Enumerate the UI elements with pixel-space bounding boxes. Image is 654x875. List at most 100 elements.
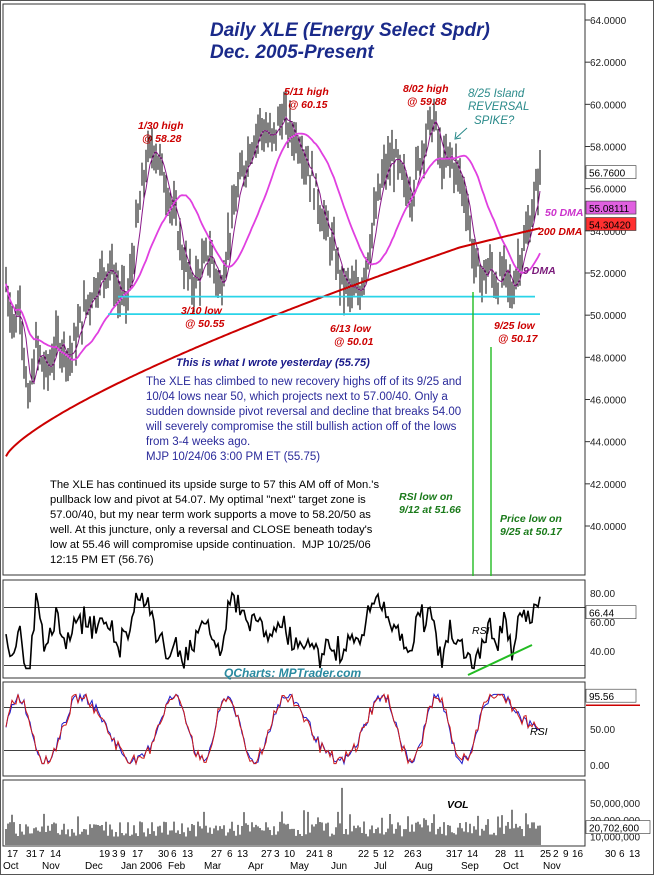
volume-tick-label: 50,000,000 (590, 799, 640, 810)
x-tick-label: 26 (404, 849, 416, 860)
chart-title: Daily XLE (Energy Select Spdr) (210, 20, 490, 41)
price-tick-label: 64.0000 (590, 16, 627, 27)
volume-label: VOL (447, 799, 469, 811)
rsi-trendline (467, 644, 533, 676)
x-tick-label: 3 (416, 849, 422, 860)
x-tick-label: 19 (99, 849, 111, 860)
x-month-label: Sep (461, 861, 479, 872)
x-month-label: Aug (415, 861, 433, 872)
annotation-label: 5/11 high (284, 86, 329, 98)
chart-subtitle: Dec. 2005-Present (210, 42, 374, 63)
annotation-label: 8/25 Island (468, 88, 525, 100)
annotation-sublabel: @ 50.01 (334, 336, 374, 348)
watermark: QCharts: MPTrader.com (224, 666, 362, 680)
price-tick-label: 60.0000 (590, 100, 627, 111)
x-tick-label: 13 (182, 849, 194, 860)
x-tick-label: 28 (495, 849, 507, 860)
rsi-low-note: RSI low on (399, 491, 453, 503)
annotation-label: 1/30 high (138, 120, 184, 132)
rsi1-flag (585, 605, 637, 619)
price-flag-label: 56.7600 (589, 169, 626, 180)
x-tick-label: 2 (553, 849, 559, 860)
price-low-note-2: 9/25 at 50.17 (500, 526, 562, 538)
x-month-label: Jul (374, 861, 387, 872)
x-month-label: Feb (168, 861, 186, 872)
x-tick-label: 9 (563, 849, 569, 860)
volume-panel: 50,000,00030,000,00010,000,000VOL20,702,… (5, 787, 651, 845)
x-tick-label: 6 (619, 849, 625, 860)
rsi2-line-red (5, 692, 541, 766)
x-tick-label: 30 (605, 849, 617, 860)
rsi1-tick-label: 60.00 (590, 618, 615, 629)
today-text: The XLE has continued its upside surge t… (50, 478, 386, 568)
x-tick-label: 27 (261, 849, 273, 860)
x-tick-label: 25 (540, 849, 552, 860)
price-low-note: Price low on (500, 513, 562, 525)
price-tick-label: 40.0000 (590, 522, 627, 533)
price-axis: 64.0000 62.0000 60.0000 58.0000 56.0000 54.00… (585, 16, 627, 533)
price-tick-label: 46.0000 (590, 396, 627, 407)
x-tick-label: 8 (327, 849, 333, 860)
island-arrow-head (454, 131, 462, 140)
price-flag-label: 54.30420 (589, 221, 631, 232)
price-tick-label: 56.0000 (590, 185, 627, 196)
x-tick-label: 17 (7, 849, 19, 860)
x-month-label: Oct (3, 861, 19, 872)
price-flag (585, 217, 637, 231)
yesterday-heading: This is what I wrote yesterday (55.75) (176, 357, 370, 369)
volume-flag (585, 820, 651, 834)
x-tick-label: 13 (237, 849, 249, 860)
x-tick-label: 10 (284, 849, 296, 860)
rsi2-tick-label: 0.00 (590, 761, 610, 772)
annotation-sublabel: @ 59.88 (407, 96, 447, 108)
ma-50-line (5, 132, 541, 361)
x-tick-label: 12 (383, 849, 395, 860)
annotations: 1/30 high@ 58.28 5/11 high@ 60.15 8/02 hig… (138, 83, 584, 576)
rsi1-panel: 80.00 60.00 40.00 RSI 66.44 (4, 589, 637, 676)
x-month-label: Nov (543, 861, 561, 872)
price-tick-label: 58.0000 (590, 143, 627, 154)
annotation-sublabel: @ 58.28 (142, 133, 182, 145)
x-tick-label: 3 (112, 849, 118, 860)
rsi1-tick-label: 80.00 (590, 589, 615, 600)
moving-averages (5, 116, 541, 457)
rsi2-flag (585, 688, 637, 703)
price-tick-label: 50.0000 (590, 311, 627, 322)
yesterday-body: The XLE has climbed to new recovery high… (146, 376, 462, 448)
x-tick-label: 1 (318, 849, 324, 860)
ma-label: 200 DMA (537, 226, 582, 238)
annotation-label: 6/13 low (330, 323, 372, 335)
x-month-label: Jun (331, 861, 347, 872)
price-tick-label: 44.0000 (590, 438, 627, 449)
x-tick-label: 14 (467, 849, 479, 860)
x-tick-label: 13 (629, 849, 641, 860)
price-tick-label: 54.0000 (590, 227, 627, 238)
yesterday-text: The XLE has climbed to new recovery high… (146, 375, 462, 465)
price-flag-label: 55.08111 (589, 204, 630, 215)
x-tick-label: 14 (50, 849, 62, 860)
x-tick-label: 6 (227, 849, 233, 860)
x-tick-label: 3 (274, 849, 280, 860)
rsi2-panel-border (2, 681, 586, 777)
rsi-low-note-2: 9/12 at 51.66 (399, 504, 461, 516)
x-month-label: Nov (42, 861, 60, 872)
x-month-label: Dec (85, 861, 103, 872)
rsi1-line (5, 591, 541, 670)
x-tick-label: 27 (211, 849, 223, 860)
x-month-label: May (290, 861, 309, 872)
annotation-sublabel: REVERSAL (468, 101, 529, 113)
volume-panel-border (2, 779, 586, 847)
annotation-sublabel-2: SPIKE? (474, 115, 515, 127)
rsi2-label: RSI (530, 726, 548, 738)
x-tick-label: 22 (358, 849, 370, 860)
ma-200-line (5, 227, 541, 457)
today-signature: MJP 10/25/06 12:15 PM ET (56.76) (50, 539, 371, 566)
x-tick-label: 17 (132, 849, 144, 860)
price-tick-label: 52.0000 (590, 269, 627, 280)
volume-tick-label: 10,000,000 (590, 833, 640, 844)
support-lines (108, 295, 540, 316)
rsi2-tick-label: 50.00 (590, 725, 615, 736)
x-tick-label: 5 (373, 849, 379, 860)
price-flags: 56.7600 55.08111 54.30420 (585, 165, 637, 232)
